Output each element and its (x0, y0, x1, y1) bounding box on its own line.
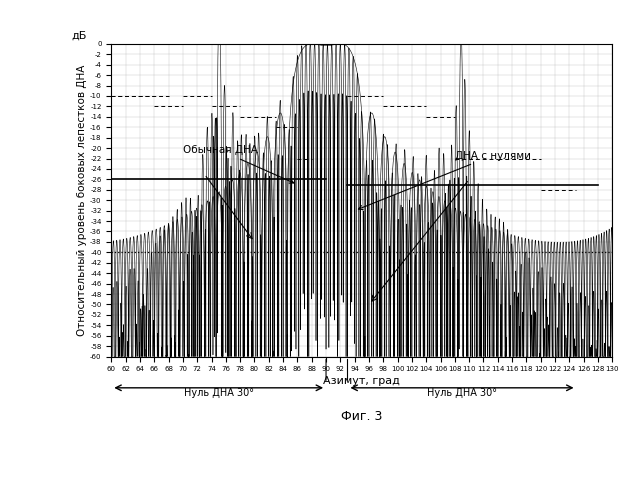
Text: Обычная ДНА: Обычная ДНА (183, 146, 294, 183)
Text: Нуль ДНА 30°: Нуль ДНА 30° (427, 388, 497, 398)
Y-axis label: Относительный уровень боковых лепестков ДНА: Относительный уровень боковых лепестков … (77, 64, 87, 336)
Text: Фиг. 3: Фиг. 3 (341, 410, 382, 422)
Text: ДНА с нулями: ДНА с нулями (358, 150, 531, 210)
Text: Нуль ДНА 30°: Нуль ДНА 30° (184, 388, 254, 398)
X-axis label: Азимут, град: Азимут, град (323, 376, 400, 386)
Text: дБ: дБ (71, 30, 87, 40)
